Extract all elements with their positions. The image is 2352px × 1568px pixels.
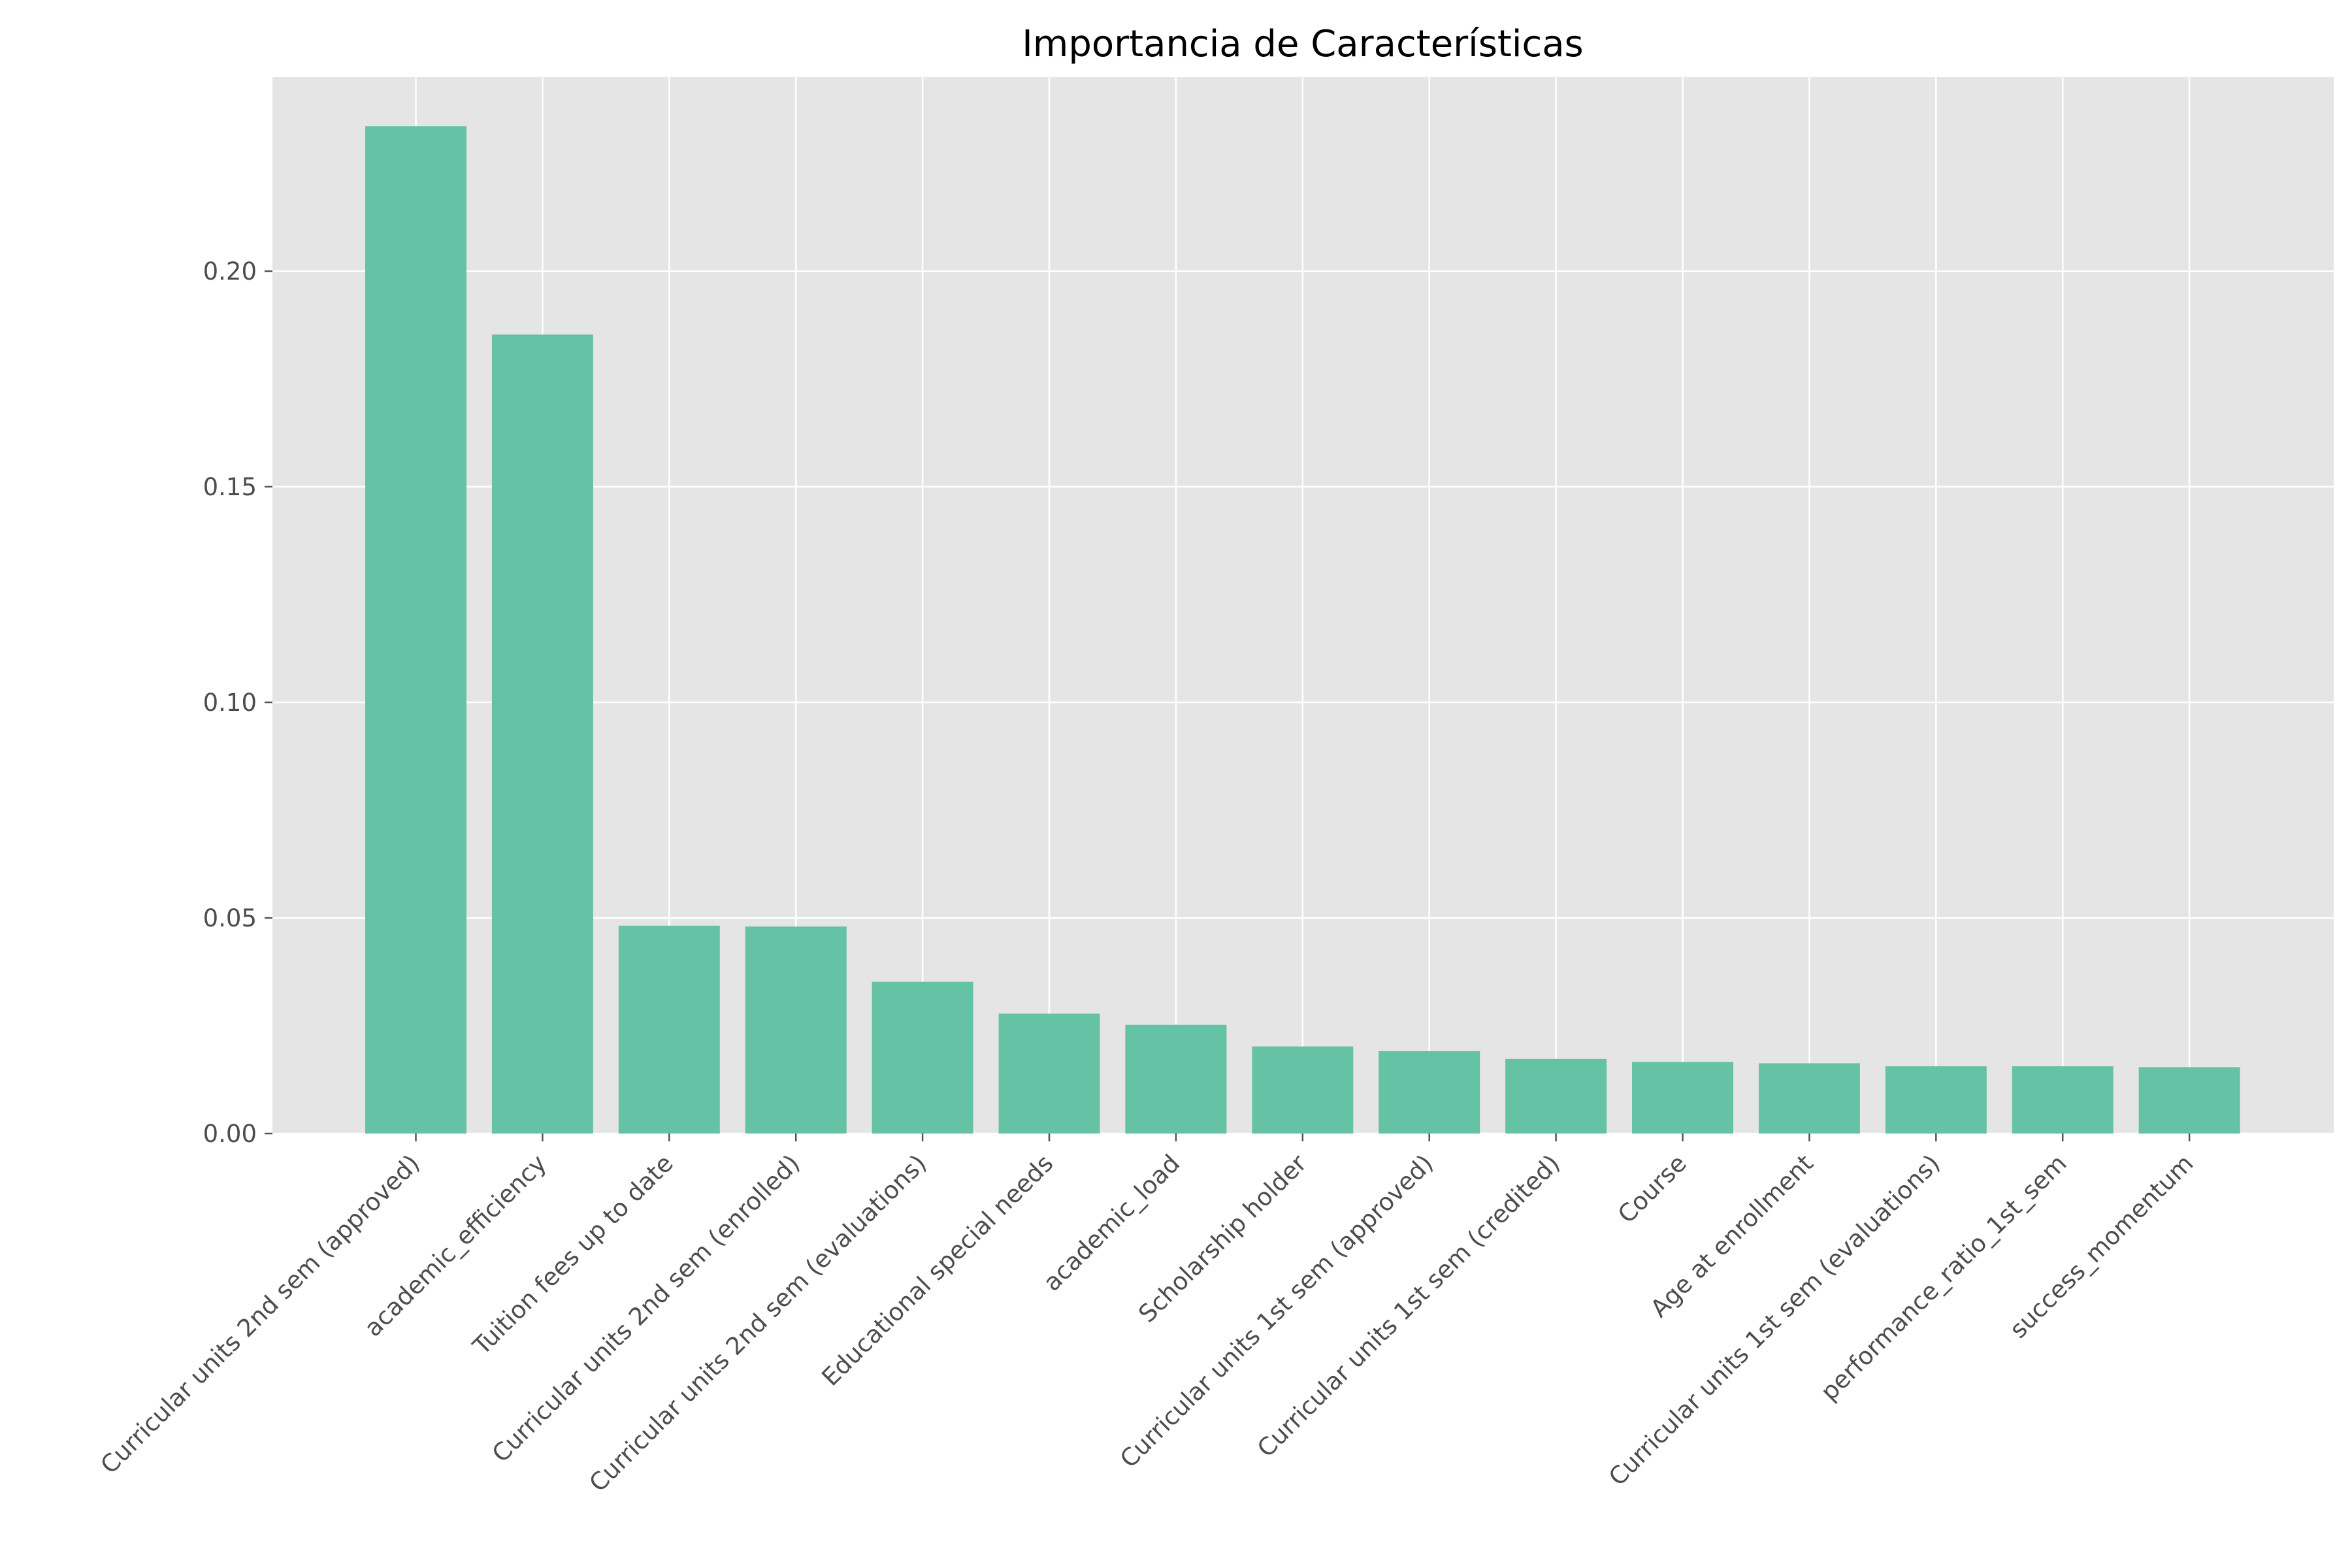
x-tick-labels: Curricular units 2nd sem (approved)acade… bbox=[95, 1149, 2199, 1497]
bar bbox=[1125, 1024, 1227, 1134]
tick-marks bbox=[265, 270, 2191, 1141]
y-tick-label: 0.05 bbox=[203, 904, 257, 932]
bar bbox=[1379, 1051, 1480, 1134]
chart-title: Importancia de Características bbox=[1022, 23, 1583, 65]
bar bbox=[1252, 1046, 1354, 1134]
y-tick-label: 0.10 bbox=[203, 689, 257, 717]
bar bbox=[491, 335, 593, 1134]
bar bbox=[365, 126, 466, 1134]
y-tick-label: 0.15 bbox=[203, 473, 257, 501]
x-tick-label: Course bbox=[1612, 1149, 1692, 1229]
bars bbox=[365, 126, 2240, 1134]
bar bbox=[618, 925, 720, 1134]
x-tick-label: Educational special needs bbox=[816, 1149, 1058, 1392]
y-tick-label: 0.20 bbox=[203, 257, 257, 286]
bar bbox=[2012, 1066, 2114, 1134]
x-tick-label: performance_ratio_1st_sem bbox=[1815, 1149, 2072, 1406]
bar bbox=[998, 1013, 1100, 1134]
grid-lines bbox=[272, 77, 2334, 1135]
x-tick-label: Tuition fees up to date bbox=[467, 1149, 679, 1361]
bar bbox=[1505, 1058, 1607, 1134]
bar bbox=[745, 926, 847, 1134]
bar bbox=[1758, 1063, 1860, 1134]
x-tick-label: academic_load bbox=[1038, 1149, 1186, 1297]
bar bbox=[872, 981, 973, 1134]
bar bbox=[2138, 1067, 2240, 1134]
y-tick-labels: 0.00 0.05 0.10 0.15 0.20 bbox=[203, 257, 257, 1148]
bar bbox=[1885, 1066, 1987, 1134]
y-tick-label: 0.00 bbox=[203, 1120, 257, 1148]
bar bbox=[1632, 1062, 1733, 1134]
